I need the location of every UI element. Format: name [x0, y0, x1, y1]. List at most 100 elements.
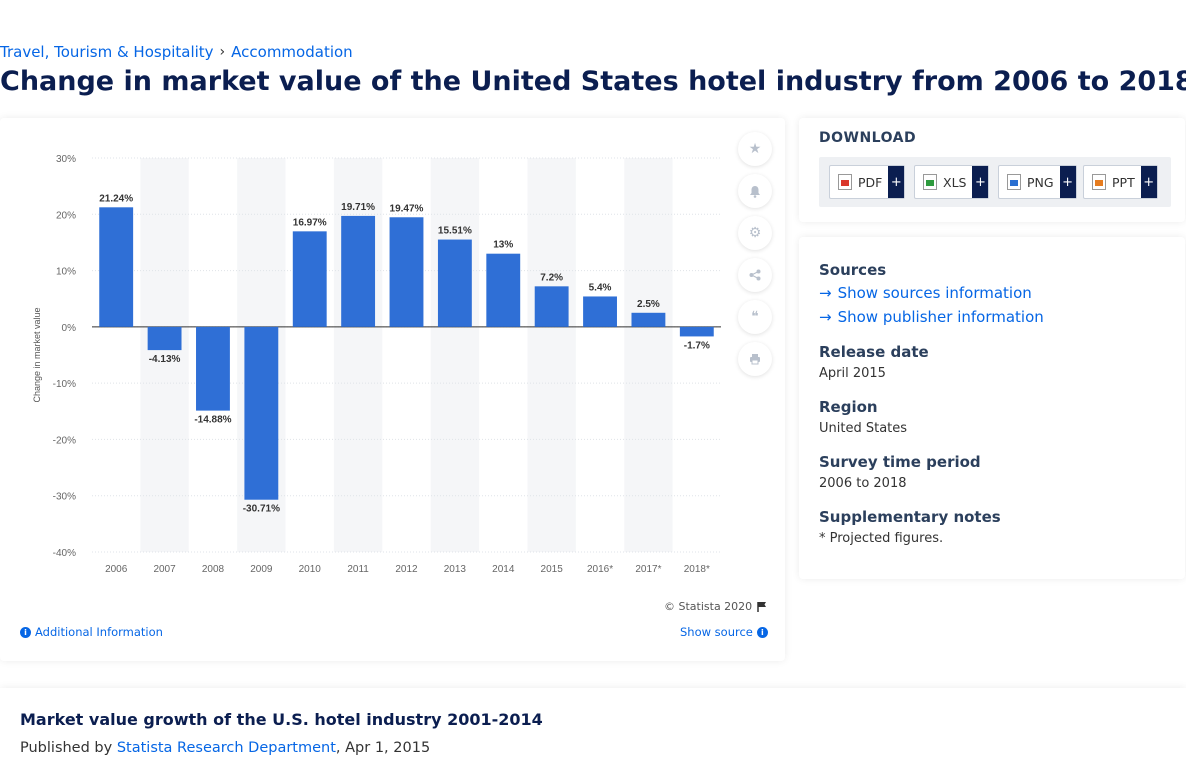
- download-bar: PDF + XLS + PNG + PPT +: [819, 157, 1171, 207]
- breadcrumb-item-travel[interactable]: Travel, Tourism & Hospitality: [0, 43, 214, 61]
- print-icon[interactable]: [738, 342, 772, 376]
- info-icon: i: [20, 626, 31, 638]
- breadcrumb-item-accommodation[interactable]: Accommodation: [231, 43, 353, 61]
- sources-label: Sources: [819, 261, 887, 279]
- bar: [341, 215, 376, 327]
- survey-period-label: Survey time period: [819, 453, 981, 471]
- show-sources-label: Show sources information: [837, 284, 1032, 302]
- data-label: 19.71%: [341, 202, 375, 213]
- data-label: 19.47%: [390, 203, 424, 214]
- column-band: [430, 158, 480, 552]
- data-label: -30.71%: [243, 504, 280, 515]
- ppt-file-icon: [1092, 174, 1106, 190]
- additional-info-link[interactable]: i Additional Information: [20, 625, 163, 639]
- gear-icon[interactable]: ⚙: [738, 216, 772, 250]
- y-tick-label: -20%: [53, 435, 76, 446]
- breadcrumb: Travel, Tourism & Hospitality › Accommod…: [0, 43, 353, 61]
- y-tick-label: 30%: [56, 154, 76, 165]
- bar: [534, 286, 569, 327]
- bar-chart: 30% 20% 10% 0% -10% -20% -30% -40% Change in mar…: [32, 154, 721, 575]
- copyright-text: © Statista 2020: [664, 600, 753, 613]
- y-tick-label: -40%: [53, 548, 76, 559]
- page-title: Change in market value of the United Sta…: [0, 66, 1186, 97]
- y-tick-label: 0%: [62, 323, 77, 334]
- arrow-right-icon: →: [819, 284, 832, 302]
- x-tick-label: 2011: [347, 564, 369, 575]
- release-date-label: Release date: [819, 343, 929, 361]
- x-tick-label: 2014: [492, 564, 515, 575]
- bar: [437, 239, 472, 327]
- download-png-button[interactable]: PNG +: [998, 165, 1077, 199]
- related-statistic-card: Market value growth of the U.S. hotel in…: [0, 688, 1186, 760]
- show-sources-link[interactable]: → Show sources information: [819, 284, 1032, 302]
- y-tick-label: 10%: [56, 267, 76, 278]
- chart-card: 30% 20% 10% 0% -10% -20% -30% -40% Change in mar…: [0, 118, 785, 661]
- x-tick-label: 2009: [250, 564, 273, 575]
- x-tick-label: 2006: [105, 564, 128, 575]
- png-file-icon: [1007, 174, 1021, 190]
- quote-icon[interactable]: ❝: [738, 300, 772, 334]
- x-tick-label: 2017*: [635, 564, 661, 575]
- share-icon[interactable]: [738, 258, 772, 292]
- download-pdf-button[interactable]: PDF +: [829, 165, 906, 199]
- x-tick-label: 2008: [202, 564, 225, 575]
- download-xls-button[interactable]: XLS +: [914, 165, 990, 199]
- info-icon: i: [756, 626, 768, 638]
- data-label: -1.7%: [684, 340, 710, 351]
- bar: [486, 253, 521, 327]
- published-by-label: Published by: [20, 740, 113, 756]
- bar: [99, 207, 134, 327]
- release-date-value: April 2015: [819, 366, 886, 381]
- bar: [389, 217, 424, 327]
- y-tick-label: -10%: [53, 379, 76, 390]
- column-band: [624, 158, 673, 552]
- y-tick-label: 20%: [56, 210, 76, 221]
- survey-period-value: 2006 to 2018: [819, 476, 907, 491]
- show-publisher-link[interactable]: → Show publisher information: [819, 308, 1044, 326]
- flag-icon[interactable]: [756, 601, 768, 612]
- y-tick-label: -30%: [53, 492, 76, 503]
- region-value: United States: [819, 421, 908, 436]
- publish-date: , Apr 1, 2015: [335, 740, 431, 756]
- chart-toolbar: ★ ⚙ ❝: [738, 132, 772, 376]
- x-tick-label: 2007: [153, 564, 176, 575]
- star-icon[interactable]: ★: [738, 132, 772, 166]
- plus-icon[interactable]: +: [888, 166, 905, 198]
- show-source-label: Show source: [680, 625, 753, 639]
- publisher-link[interactable]: Statista Research Department: [116, 740, 336, 756]
- download-card: DOWNLOAD PDF + XLS + PNG + PPT +: [799, 118, 1185, 222]
- bar: [244, 326, 279, 500]
- chart-copyright: © Statista 2020: [664, 600, 768, 613]
- data-label: 13%: [493, 240, 513, 251]
- arrow-right-icon: →: [819, 308, 832, 326]
- data-label: -14.88%: [194, 415, 231, 426]
- bar: [292, 231, 327, 327]
- supplementary-notes-label: Supplementary notes: [819, 508, 1001, 526]
- plus-icon[interactable]: +: [1059, 166, 1076, 198]
- download-title: DOWNLOAD: [819, 130, 917, 146]
- data-label: 7.2%: [540, 272, 563, 283]
- region-label: Region: [819, 398, 878, 416]
- download-xls-label: XLS: [943, 174, 967, 190]
- bar: [679, 326, 714, 337]
- show-publisher-label: Show publisher information: [837, 308, 1044, 326]
- pdf-file-icon: [838, 174, 852, 190]
- download-ppt-button[interactable]: PPT +: [1083, 165, 1158, 199]
- data-label: -4.13%: [149, 354, 181, 365]
- download-ppt-label: PPT: [1112, 174, 1135, 190]
- plus-icon[interactable]: +: [972, 166, 989, 198]
- bell-icon[interactable]: [738, 174, 772, 208]
- additional-info-label: Additional Information: [35, 625, 163, 639]
- column-band: [140, 158, 189, 552]
- show-source-link[interactable]: Show source i: [680, 625, 768, 639]
- plus-icon[interactable]: +: [1140, 166, 1157, 198]
- x-tick-label: 2013: [444, 564, 467, 575]
- related-statistic-title[interactable]: Market value growth of the U.S. hotel in…: [20, 710, 543, 729]
- data-label: 5.4%: [589, 282, 612, 293]
- data-label: 21.24%: [99, 193, 133, 204]
- x-tick-label: 2018*: [684, 564, 710, 575]
- x-tick-label: 2016*: [587, 564, 613, 575]
- related-statistic-publisher: Published by Statista Research Departmen…: [20, 740, 430, 756]
- data-label: 16.97%: [293, 217, 327, 228]
- bar: [196, 326, 230, 411]
